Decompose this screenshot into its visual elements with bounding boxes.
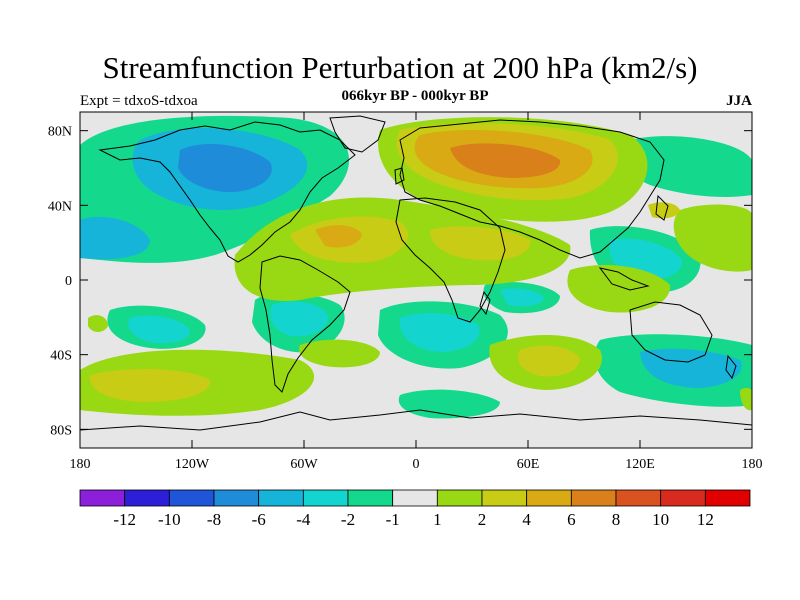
new-zealand-coastline <box>725 354 737 380</box>
colorbar-label: 8 <box>612 510 621 529</box>
colorbar-swatch <box>124 489 170 507</box>
lon-tick-label: 180 <box>742 457 763 472</box>
eurasia-positive-core <box>450 143 561 178</box>
colorbar-label: -12 <box>113 510 136 529</box>
north-america-negative-inner <box>178 143 272 193</box>
colorbar-swatch <box>213 489 260 507</box>
africa-coastline <box>395 197 506 323</box>
colorbar-swatch <box>570 489 617 507</box>
lon-tick-label: 60W <box>290 457 318 472</box>
africa-positive-mid <box>430 226 531 261</box>
map-panel <box>80 112 752 448</box>
british-isles-coastline <box>394 167 405 185</box>
colorbar-label: 4 <box>522 510 531 529</box>
colorbar-swatch <box>168 489 215 507</box>
colorbar-swatch <box>526 489 572 507</box>
lon-tick-label: 120W <box>175 457 210 472</box>
south-indian-negative-core <box>399 313 480 352</box>
colorbar-swatch <box>436 489 483 507</box>
tropical-atlantic-positive-core <box>315 225 362 248</box>
south-america-negative-core <box>270 301 329 337</box>
north-america-coastline <box>98 121 356 263</box>
southern-ocean-negative <box>398 389 500 419</box>
colorbar-swatch <box>615 489 662 507</box>
colorbar-label: 6 <box>567 510 576 529</box>
colorbar-swatch <box>347 489 394 507</box>
colorbar-swatch <box>481 489 528 507</box>
japan-coastline <box>655 194 669 221</box>
colorbar-label: -6 <box>252 510 266 529</box>
south-pacific-positive-mid <box>89 368 211 402</box>
small-positive-patch-east <box>740 387 752 411</box>
antarctica-coastline <box>80 409 752 431</box>
season-label: JJA <box>726 93 752 109</box>
colorbar-label: 1 <box>433 510 442 529</box>
indian-ocean-positive-core <box>518 345 580 377</box>
colorbar-label: -10 <box>158 510 181 529</box>
australia-negative-core <box>640 348 742 388</box>
colorbar-swatch <box>392 489 438 507</box>
plot-subtitle: 066kyr BP - 000kyr BP <box>341 88 489 104</box>
maritime-positive <box>567 265 671 313</box>
south-pacific-negative-core <box>128 315 190 344</box>
colorbar-label: -1 <box>386 510 400 529</box>
coastlines <box>80 115 752 431</box>
colorbar-swatch <box>79 489 126 507</box>
lon-tick-label: 120E <box>625 457 655 472</box>
colorbar-label: -8 <box>207 510 221 529</box>
lon-tick-label: 0 <box>413 457 420 472</box>
lat-tick-label: 80S <box>50 423 72 438</box>
eurasia-coastline <box>399 119 665 259</box>
lat-tick-label: 40S <box>50 349 72 364</box>
indonesia-coastline <box>598 267 650 291</box>
colorbar-label: 12 <box>697 510 714 529</box>
south-america-coastline <box>259 255 351 393</box>
colorbar-swatch <box>660 489 706 507</box>
colorbar-swatch <box>258 489 304 507</box>
colorbar-swatch <box>302 489 349 507</box>
lon-tick-label: 60E <box>517 457 540 472</box>
colorbar-label: 2 <box>478 510 487 529</box>
west-pacific-positive <box>673 204 752 272</box>
experiment-label: Expt = tdxoS-tdxoa <box>80 93 198 109</box>
latitude-ticks: 80N 40N 0 40S 80S <box>48 125 752 438</box>
lat-tick-label: 0 <box>65 274 72 289</box>
lon-tick-label: 180 <box>70 457 91 472</box>
colorbar: -12 -10 -8 -6 -4 -2 -1 1 2 4 6 8 10 12 <box>79 489 751 529</box>
west-pacific-negative <box>80 216 150 260</box>
south-atlantic-negative-core <box>500 288 544 307</box>
australia-coastline <box>629 301 713 363</box>
longitude-ticks: 180 120W 60W 0 60E 120E 180 <box>70 112 763 472</box>
small-positive-patch-pacific <box>88 315 108 332</box>
lat-tick-label: 40N <box>48 199 72 214</box>
plot-title: Streamfunction Perturbation at 200 hPa (… <box>102 50 698 85</box>
lat-tick-label: 80N <box>48 125 72 140</box>
madagascar-coastline <box>479 290 491 316</box>
colorbar-label: -2 <box>341 510 355 529</box>
greenland-coastline <box>329 115 386 153</box>
colorbar-swatch <box>704 489 751 507</box>
colorbar-label: -4 <box>296 510 311 529</box>
south-atlantic-positive-band <box>299 339 380 368</box>
colorbar-label: 10 <box>652 510 669 529</box>
